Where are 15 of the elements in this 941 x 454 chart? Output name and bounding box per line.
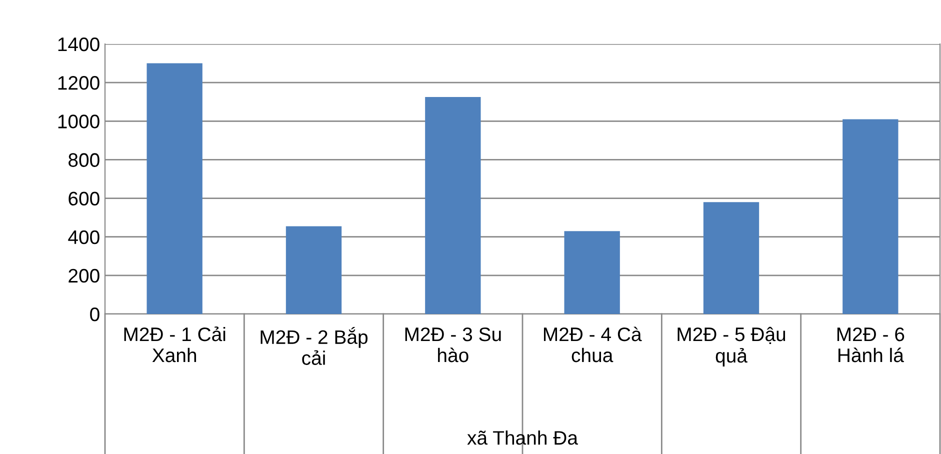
y-tick-label: 1000 xyxy=(58,114,100,128)
y-tick-label: 1200 xyxy=(58,76,100,90)
y-tick-label: 1400 xyxy=(58,37,100,52)
y-tick-label: 400 xyxy=(68,230,100,244)
y-tick-label: 0 xyxy=(90,307,100,322)
y-tick-label: 600 xyxy=(68,192,100,206)
x-tick-label: M2Đ - 5 Đậu quả xyxy=(678,326,786,367)
x-tick-label: M2Đ - 4 Cà chua xyxy=(544,326,642,362)
x-tick-label: M2Đ - 1 Cải Xanh xyxy=(124,326,226,362)
x-tick-label: M2Đ - 6 Hành lá xyxy=(837,327,904,362)
y-tick-label: 200 xyxy=(68,268,100,283)
y-tick-label: 800 xyxy=(68,153,100,167)
x-tick-label: M2Đ - 2 Bắp cải xyxy=(260,326,368,365)
x-axis-title: xã Thanh Đa xyxy=(467,430,578,445)
x-tick-label: M2Đ - 3 Su hào xyxy=(405,327,501,362)
